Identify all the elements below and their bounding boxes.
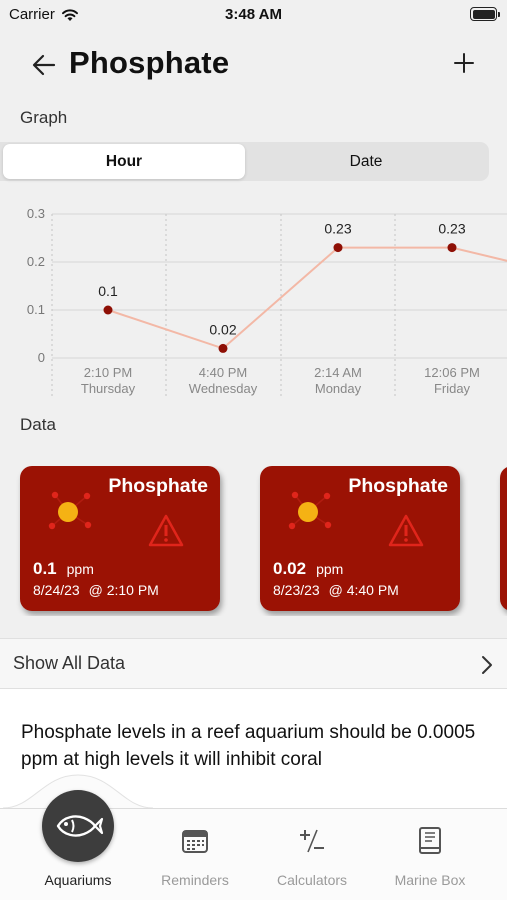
x-tick-label: Thursday	[81, 381, 136, 396]
y-tick-label: 0	[38, 350, 45, 365]
carrier-label: Carrier	[9, 6, 55, 23]
aquariums-fab[interactable]	[42, 790, 114, 862]
molecule-icon	[288, 491, 332, 530]
data-point	[447, 243, 457, 253]
warning-icon	[148, 514, 184, 547]
tab-label: Reminders	[161, 872, 229, 888]
data-point	[218, 343, 228, 353]
x-tick-label: 2:10 PM	[84, 365, 132, 380]
tab-marine-box[interactable]: Marine Box	[375, 809, 485, 900]
y-tick-label: 0.3	[27, 206, 45, 221]
data-card[interactable]: Phosphate 0.02 ppm 8/23/23 @ 4:40 P	[260, 466, 460, 611]
fish-icon	[56, 815, 104, 837]
tab-calculators[interactable]: Calculators	[257, 809, 367, 900]
card-unit: ppm	[316, 561, 344, 577]
y-tick-label: 0.2	[27, 254, 45, 269]
tab-label: Aquariums	[44, 872, 112, 888]
x-tick-label: Friday	[434, 381, 471, 396]
graph-mode-segmented-control: Hour Date	[0, 142, 489, 181]
data-card[interactable]: Phosphate 0.1 ppm 8/24/23 @ 2:10 PM	[20, 466, 220, 611]
x-tick-label: 4:40 PM	[199, 365, 247, 380]
description-text: Phosphate levels in a reef aquarium shou…	[21, 722, 476, 770]
card-value: 0.02	[273, 559, 307, 578]
card-time-value: @ 4:40 PM	[328, 582, 399, 598]
tab-aquariums[interactable]: Aquariums	[23, 809, 133, 900]
chevron-right-icon	[482, 656, 492, 674]
card-date-value: 8/23/23	[273, 582, 320, 598]
show-all-data-label: Show All Data	[13, 653, 126, 673]
back-arrow-icon[interactable]	[28, 50, 62, 80]
status-bar: Carrier 3:48 AM	[0, 0, 507, 30]
tab-label: Calculators	[276, 872, 348, 888]
card-value: 0.1	[33, 559, 57, 578]
show-all-data-row[interactable]: Show All Data	[0, 638, 507, 689]
tab-label: Marine Box	[394, 872, 466, 888]
card-unit: ppm	[66, 561, 94, 577]
x-tick-label: Monday	[315, 381, 362, 396]
card-time-value: @ 2:10 PM	[88, 582, 159, 598]
calendar-icon	[182, 830, 208, 853]
carrier: Carrier	[9, 6, 79, 23]
data-point	[333, 243, 343, 253]
data-section-label: Data	[20, 415, 56, 434]
card-reading: 0.02 ppm	[273, 559, 343, 579]
data-label: 0.23	[438, 221, 465, 237]
wifi-icon	[61, 8, 78, 21]
plus-minus-icon	[300, 829, 324, 853]
segment-date[interactable]: Date	[349, 152, 383, 170]
y-tick-label: 0.1	[27, 302, 45, 317]
data-card-partial[interactable]	[500, 466, 507, 611]
card-date: 8/23/23 @ 4:40 PM	[273, 582, 399, 598]
data-label: 0.23	[324, 221, 351, 237]
tab-reminders[interactable]: Reminders	[140, 809, 250, 900]
card-date-value: 8/24/23	[33, 582, 80, 598]
data-label: 0.02	[209, 321, 236, 337]
battery-icon	[470, 7, 500, 21]
molecule-icon	[48, 491, 92, 530]
card-reading: 0.1 ppm	[33, 559, 94, 579]
card-date: 8/24/23 @ 2:10 PM	[33, 582, 159, 598]
x-tick-label: 2:14 AM	[314, 365, 362, 380]
x-tick-label: 12:06 PM	[424, 365, 480, 380]
status-time: 3:48 AM	[225, 6, 282, 23]
page-title: Phosphate	[69, 45, 230, 80]
data-label: 0.1	[98, 283, 118, 299]
add-button[interactable]	[449, 48, 479, 78]
segment-hour[interactable]: Hour	[3, 144, 245, 179]
graph-section-label: Graph	[20, 108, 68, 127]
data-point	[103, 305, 113, 315]
card-title: Phosphate	[108, 475, 208, 497]
nav-bar: Phosphate	[0, 40, 507, 90]
book-icon	[419, 827, 441, 854]
card-title: Phosphate	[348, 475, 448, 497]
series-line	[107, 246, 507, 350]
x-tick-label: Wednesday	[189, 381, 258, 396]
warning-icon	[388, 514, 424, 547]
data-cards-carousel[interactable]: Phosphate 0.1 ppm 8/24/23 @ 2:10 PM	[0, 466, 507, 616]
